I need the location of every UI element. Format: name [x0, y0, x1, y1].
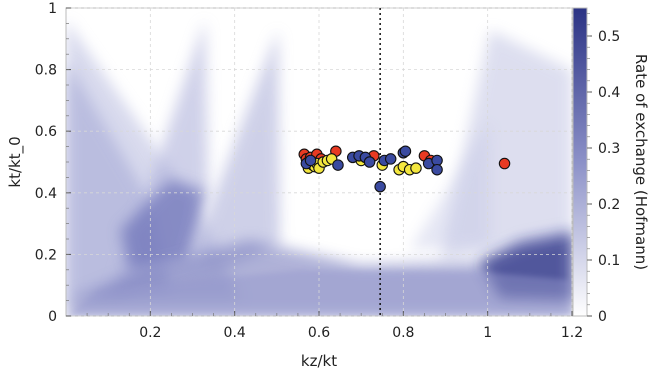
scatter-point	[410, 162, 422, 174]
scatter-point	[304, 154, 317, 167]
y-tick-label: 0.6	[35, 124, 57, 140]
scatter-point	[374, 180, 386, 193]
colorbar-tick-label: 0.4	[598, 85, 620, 101]
x-axis: 0.2 0.4 0.6 0.8 1 1.2	[86, 311, 583, 341]
x-axis-label: kz/kt	[301, 352, 337, 370]
colorbar-tick-label: 0	[598, 309, 607, 325]
x-tick-label: 0.8	[392, 325, 414, 341]
scatter-point	[363, 156, 376, 168]
y-tick-label: 0.4	[35, 186, 57, 202]
colorbar-label: Rate of exchange (Hofmann)	[632, 54, 648, 270]
x-tick-label: 1	[483, 325, 492, 341]
colorbar	[572, 7, 588, 317]
scatter-point	[384, 153, 397, 165]
y-tick-label: 0	[48, 309, 57, 325]
y-tick-label: 0.2	[35, 247, 57, 263]
colorbar-ticks: 0 0.1 0.2 0.3 0.4 0.5	[587, 13, 620, 325]
scatter-point	[431, 163, 443, 176]
x-tick-label: 1.2	[561, 325, 583, 341]
colorbar-tick-label: 0.3	[598, 141, 620, 157]
x-tick-label: 0.4	[224, 325, 246, 341]
x-tick-label: 0.2	[139, 325, 161, 341]
scatter-points	[298, 145, 511, 193]
colorbar-tick-label: 0.1	[598, 253, 620, 269]
y-tick-label: 0.8	[35, 63, 57, 79]
colorbar-tick-label: 0.2	[598, 197, 620, 213]
y-axis-label: kt/kt_0	[6, 136, 25, 187]
y-axis: 0 0.2 0.4 0.6 0.8 1	[35, 1, 71, 325]
scatter-point	[498, 157, 511, 170]
scatter-point	[399, 145, 412, 157]
x-tick-label: 0.6	[308, 325, 330, 341]
colorbar-tick-label: 0.5	[598, 29, 620, 45]
y-tick-label: 1	[48, 1, 57, 17]
scatter-point	[332, 159, 344, 171]
